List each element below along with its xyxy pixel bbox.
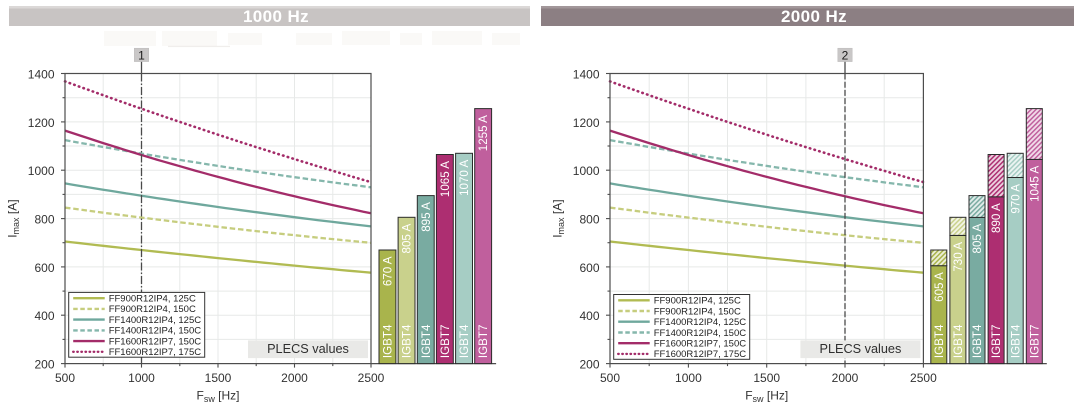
svg-text:Fsw [Hz]: Fsw [Hz]	[196, 389, 239, 405]
svg-text:FF900R12IP4, 125C: FF900R12IP4, 125C	[109, 294, 196, 305]
svg-text:1400: 1400	[28, 68, 55, 82]
svg-text:500: 500	[600, 371, 620, 385]
svg-text:670 A: 670 A	[382, 256, 395, 286]
svg-text:1070 A: 1070 A	[458, 160, 471, 196]
svg-text:1000: 1000	[28, 164, 55, 178]
svg-text:1400: 1400	[573, 68, 600, 82]
svg-text:IGBT4: IGBT4	[420, 324, 433, 358]
svg-text:400: 400	[579, 309, 599, 323]
svg-text:200: 200	[34, 358, 54, 372]
svg-text:1500: 1500	[205, 371, 232, 385]
svg-text:IGBT4: IGBT4	[458, 324, 471, 358]
svg-text:FF1400R12IP4, 150C: FF1400R12IP4, 150C	[654, 328, 747, 339]
svg-text:500: 500	[55, 371, 75, 385]
svg-text:IGBT4: IGBT4	[952, 324, 965, 358]
svg-text:600: 600	[579, 261, 599, 275]
svg-text:FF1400R12IP4, 125C: FF1400R12IP4, 125C	[109, 315, 202, 326]
svg-text:Fsw [Hz]: Fsw [Hz]	[745, 389, 788, 405]
svg-text:IGBT4: IGBT4	[933, 324, 946, 358]
svg-text:FF1400R12IP4, 150C: FF1400R12IP4, 150C	[109, 326, 202, 337]
svg-text:400: 400	[34, 309, 54, 323]
svg-text:FF1600R12IP7, 150C: FF1600R12IP7, 150C	[654, 339, 747, 350]
svg-text:FF1600R12IP7, 175C: FF1600R12IP7, 175C	[109, 347, 202, 358]
svg-text:FF1400R12IP4, 125C: FF1400R12IP4, 125C	[654, 317, 747, 328]
svg-text:PLECS values: PLECS values	[267, 342, 349, 356]
svg-text:1: 1	[138, 49, 145, 63]
svg-text:IGBT7: IGBT7	[1028, 325, 1041, 359]
svg-text:2500: 2500	[358, 371, 385, 385]
svg-text:605 A: 605 A	[933, 272, 946, 302]
svg-text:805 A: 805 A	[401, 224, 414, 254]
svg-text:IGBT7: IGBT7	[439, 325, 452, 359]
svg-text:1500: 1500	[753, 371, 780, 385]
svg-text:1000 Hz: 1000 Hz	[243, 7, 309, 26]
svg-text:1000: 1000	[573, 164, 600, 178]
svg-text:800: 800	[579, 213, 599, 227]
svg-text:IGBT4: IGBT4	[382, 324, 395, 358]
svg-text:FF900R12IP4, 150C: FF900R12IP4, 150C	[109, 304, 196, 315]
svg-text:2000: 2000	[832, 371, 859, 385]
svg-text:800: 800	[34, 213, 54, 227]
svg-text:1000: 1000	[128, 371, 155, 385]
svg-text:IGBT7: IGBT7	[990, 325, 1003, 359]
svg-text:1045 A: 1045 A	[1028, 166, 1041, 202]
svg-text:890 A: 890 A	[990, 203, 1003, 233]
svg-text:1065 A: 1065 A	[439, 161, 452, 197]
svg-text:805 A: 805 A	[971, 224, 984, 254]
svg-text:2000 Hz: 2000 Hz	[781, 7, 847, 26]
svg-text:FF1600R12IP7, 150C: FF1600R12IP7, 150C	[109, 336, 202, 347]
svg-text:600: 600	[34, 261, 54, 275]
svg-text:IGBT4: IGBT4	[1009, 324, 1022, 358]
svg-text:2500: 2500	[910, 371, 937, 385]
svg-text:895 A: 895 A	[420, 202, 433, 232]
svg-text:730 A: 730 A	[952, 242, 965, 272]
svg-text:FF1600R12IP7, 175C: FF1600R12IP7, 175C	[654, 349, 747, 360]
svg-text:IGBT4: IGBT4	[971, 324, 984, 358]
svg-text:FF900R12IP4, 125C: FF900R12IP4, 125C	[654, 296, 741, 307]
svg-text:IGBT4: IGBT4	[401, 324, 414, 358]
svg-text:FF900R12IP4, 150C: FF900R12IP4, 150C	[654, 306, 741, 317]
svg-text:1000: 1000	[675, 371, 702, 385]
svg-text:2: 2	[842, 49, 849, 63]
svg-text:1200: 1200	[28, 116, 55, 130]
svg-text:200: 200	[579, 358, 599, 372]
svg-text:970 A: 970 A	[1009, 184, 1022, 214]
svg-text:PLECS values: PLECS values	[819, 342, 901, 356]
svg-text:IGBT7: IGBT7	[477, 325, 490, 359]
svg-text:2000: 2000	[281, 371, 308, 385]
svg-text:1200: 1200	[573, 116, 600, 130]
svg-text:1255 A: 1255 A	[477, 115, 490, 151]
